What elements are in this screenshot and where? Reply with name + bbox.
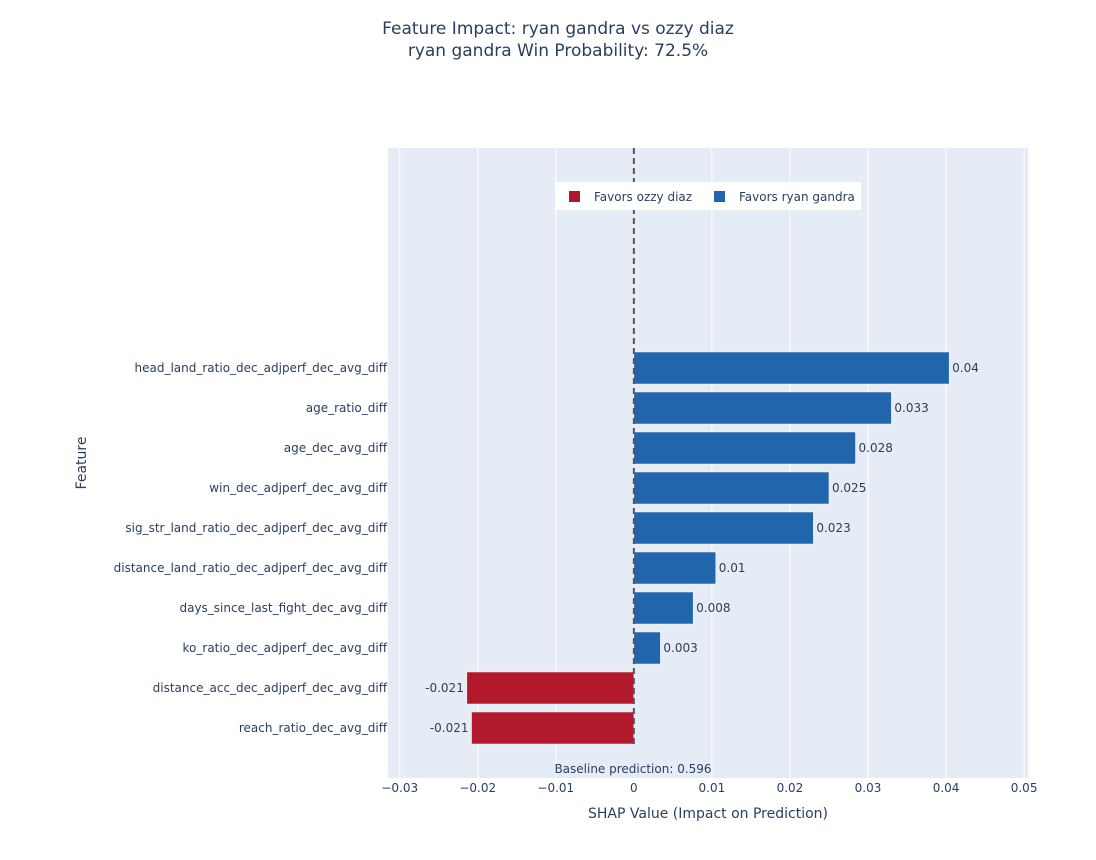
y-tick-label: distance_acc_dec_adjperf_dec_avg_diff [153,681,388,695]
bar-distance_land_ratio_dec_adjperf_dec_avg_diff[interactable] [633,551,717,585]
legend-item-label[interactable]: Favors ozzy diaz [594,190,692,204]
y-tick-label: head_land_ratio_dec_adjperf_dec_avg_diff [135,361,388,375]
y-tick-label: win_dec_adjperf_dec_avg_diff [209,481,387,495]
legend-swatch[interactable] [714,191,725,202]
bar-head_land_ratio_dec_adjperf_dec_avg_diff[interactable] [633,351,950,385]
y-tick-label: ko_ratio_dec_adjperf_dec_avg_diff [183,641,388,655]
x-tick-label: 0.03 [855,781,882,795]
bar-win_dec_adjperf_dec_avg_diff[interactable] [633,471,830,505]
chart-subtitle: ryan gandra Win Probability: 72.5% [408,41,708,61]
data-label: 0.008 [696,601,730,615]
data-label: 0.01 [719,561,746,575]
bar-age_dec_avg_diff[interactable] [633,431,856,465]
y-tick-label: days_since_last_fight_dec_avg_diff [179,601,387,615]
bar-days_since_last_fight_dec_avg_diff[interactable] [633,591,694,625]
bar-distance_acc_dec_adjperf_dec_avg_diff[interactable] [466,671,635,705]
x-tick-label: 0.04 [933,781,960,795]
data-label: 0.028 [859,441,893,455]
x-axis-tick-labels: −0.03 −0.02 −0.01 0 0.01 0.02 0.03 0.04 0.05 [381,781,1037,795]
data-labels: 0.04 0.033 0.028 0.025 0.023 0.01 0.008 0.003 -0… [425,361,979,735]
gridlines [399,148,1025,778]
bar-age_ratio_diff[interactable] [633,391,892,425]
y-tick-label: sig_str_land_ratio_dec_adjperf_dec_avg_d… [125,521,387,535]
chart-title-line1: Feature Impact: ryan gandra vs ozzy diaz [382,19,734,39]
data-label: -0.021 [430,721,469,735]
data-label: 0.033 [894,401,928,415]
x-tick-label: −0.03 [381,781,418,795]
x-tick-label: 0.05 [1011,781,1038,795]
data-label: -0.021 [425,681,464,695]
x-tick-label: −0.02 [459,781,496,795]
x-tick-label: 0.01 [699,781,726,795]
bars [466,351,950,745]
y-tick-label: age_dec_avg_diff [284,441,388,455]
data-label: 0.023 [816,521,850,535]
x-tick-label: 0 [630,781,638,795]
baseline-annotation: Baseline prediction: 0.596 [554,762,711,776]
data-label: 0.025 [832,481,866,495]
data-label: 0.003 [663,641,697,655]
legend-swatch[interactable] [569,191,580,202]
x-tick-label: 0.02 [777,781,804,795]
y-tick-label: reach_ratio_dec_avg_diff [239,721,388,735]
y-axis-tick-labels: head_land_ratio_dec_adjperf_dec_avg_diff… [114,361,388,735]
legend-item-label[interactable]: Favors ryan gandra [739,190,855,204]
x-tick-label: −0.01 [537,781,574,795]
legend-box [555,182,861,210]
y-axis-title: Feature [74,437,90,490]
bar-sig_str_land_ratio_dec_adjperf_dec_avg_diff[interactable] [633,511,814,545]
bar-ko_ratio_dec_adjperf_dec_avg_diff[interactable] [633,631,661,665]
data-label: 0.04 [952,361,979,375]
y-tick-label: age_ratio_diff [306,401,388,415]
bar-reach_ratio_dec_avg_diff[interactable] [471,711,635,745]
x-axis-title: SHAP Value (Impact on Prediction) [588,806,828,822]
legend[interactable]: Favors ozzy diaz Favors ryan gandra [555,182,861,210]
chart-title: Feature Impact: ryan gandra vs ozzy diaz… [382,19,734,61]
y-tick-label: distance_land_ratio_dec_adjperf_dec_avg_… [114,561,388,575]
